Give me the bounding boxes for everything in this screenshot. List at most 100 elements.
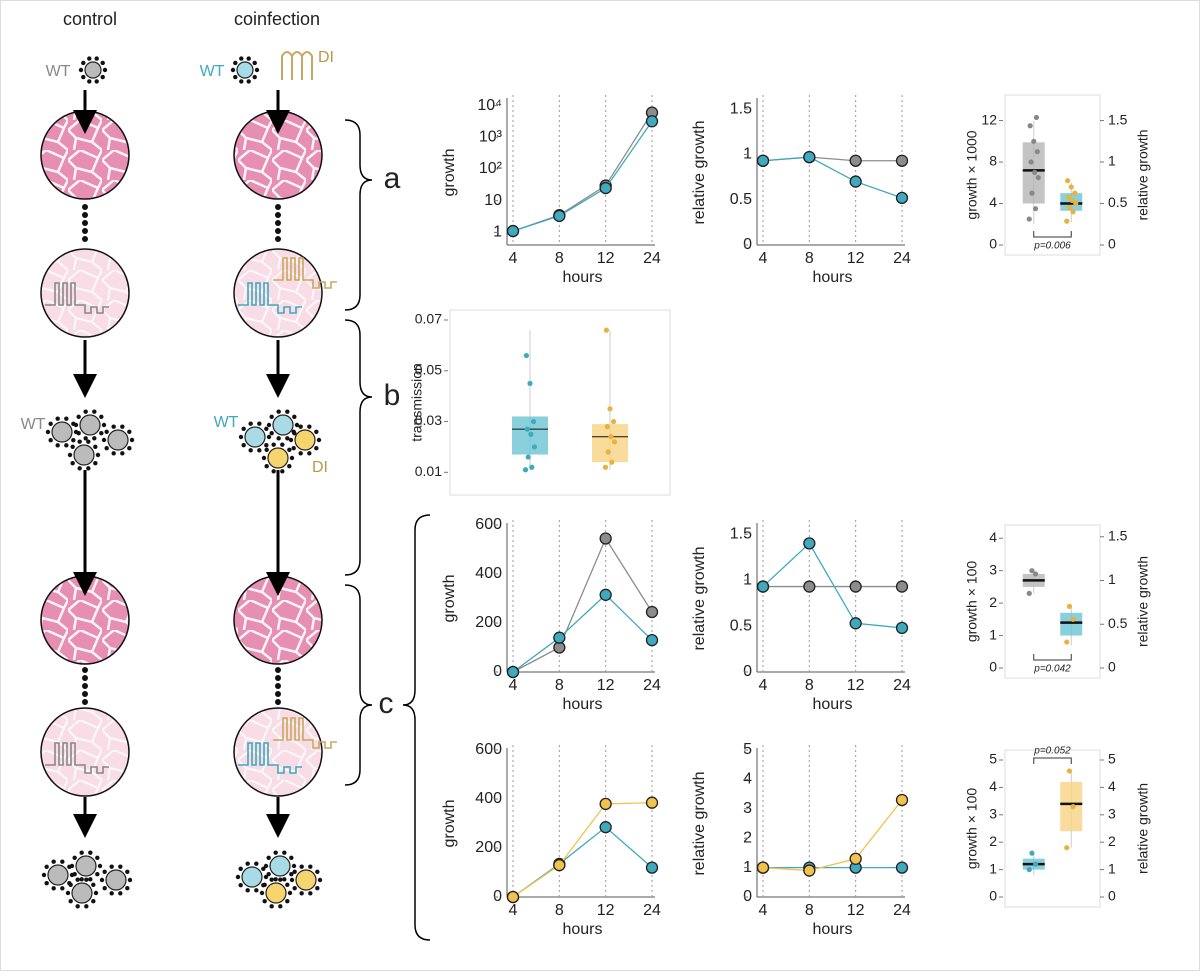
spike xyxy=(294,422,300,428)
data-point xyxy=(756,861,770,874)
spike xyxy=(239,79,244,84)
x-tick-label: 8 xyxy=(805,902,814,919)
spike xyxy=(245,888,250,893)
y-tick-label: 5 xyxy=(989,751,997,767)
spike xyxy=(289,877,295,883)
virion xyxy=(265,882,287,904)
replicate-point xyxy=(1064,218,1070,224)
spike xyxy=(129,437,135,443)
data-point xyxy=(599,821,612,834)
p-value: p=0.042 xyxy=(1033,664,1071,675)
y-tick-label: 0.07 xyxy=(415,311,442,327)
spike xyxy=(45,429,51,435)
data-point xyxy=(895,580,909,593)
y-tick-label: 10⁴ xyxy=(477,97,502,114)
y-tick-label: 3 xyxy=(1108,806,1116,822)
x-tick-label: 4 xyxy=(759,250,768,267)
spike xyxy=(71,438,76,443)
dot xyxy=(275,667,281,673)
data-point xyxy=(599,532,612,545)
virion xyxy=(294,429,316,451)
spike xyxy=(271,469,276,474)
dot xyxy=(275,699,281,705)
series-line xyxy=(512,120,653,232)
spike xyxy=(298,451,303,456)
virion xyxy=(269,855,291,877)
spike xyxy=(118,891,123,896)
x-tick-label: 8 xyxy=(805,250,814,267)
spike xyxy=(70,444,75,449)
spike xyxy=(127,429,132,434)
replicate-point xyxy=(1066,603,1073,609)
spike xyxy=(95,452,101,458)
y-axis-label: growth xyxy=(441,799,458,847)
spike xyxy=(68,899,73,904)
dot xyxy=(275,204,281,210)
y-tick-label: 0.5 xyxy=(1108,194,1128,210)
spike xyxy=(246,79,251,84)
data-point xyxy=(645,634,659,647)
spike xyxy=(83,409,88,414)
series-line xyxy=(512,802,653,898)
spike xyxy=(292,869,297,874)
spike xyxy=(81,74,86,80)
spike xyxy=(266,855,271,860)
spike xyxy=(70,461,75,466)
y-tick-label: 600 xyxy=(475,516,502,533)
spike xyxy=(99,431,104,436)
data-point xyxy=(895,191,909,205)
spike xyxy=(125,869,130,874)
replicate-point xyxy=(527,380,533,387)
replicate-point xyxy=(522,467,529,473)
y-axis-label: growth × 100 xyxy=(964,561,980,643)
data-point xyxy=(506,665,520,679)
y-tick-label: 10 xyxy=(484,192,502,209)
spike xyxy=(308,891,313,896)
y-tick-label: 2 xyxy=(989,833,997,849)
spike xyxy=(77,466,82,471)
wt-label: WT xyxy=(21,416,46,433)
dot xyxy=(275,691,281,697)
spike xyxy=(102,886,107,891)
dot xyxy=(82,683,88,689)
spike xyxy=(246,56,251,61)
data-point xyxy=(803,864,816,877)
dot xyxy=(82,220,88,226)
replicate-point xyxy=(602,464,609,470)
replicate-point xyxy=(1029,190,1035,196)
x-tick-label: 12 xyxy=(847,677,865,694)
spike xyxy=(75,904,80,909)
spike xyxy=(278,877,283,882)
replicate-point xyxy=(1031,138,1037,144)
spike xyxy=(298,424,303,429)
spike xyxy=(102,869,107,874)
y2-axis-label: relative growth xyxy=(1135,129,1151,220)
spike xyxy=(120,451,125,456)
replicate-point xyxy=(1032,169,1038,176)
rna xyxy=(273,717,337,749)
diagram-art xyxy=(40,51,337,909)
spike xyxy=(95,872,100,877)
spike xyxy=(91,882,96,887)
y-tick-label: 10³ xyxy=(479,129,503,146)
x-tick-label: 4 xyxy=(509,677,518,694)
spike xyxy=(248,421,253,426)
data-point xyxy=(895,621,909,635)
virion xyxy=(79,414,101,436)
spike xyxy=(41,872,47,878)
dot xyxy=(82,236,88,242)
spike xyxy=(264,426,269,431)
spike xyxy=(72,872,77,877)
spike xyxy=(64,416,69,421)
spike xyxy=(92,436,97,441)
replicate-point xyxy=(1034,149,1040,155)
y2-axis-label: relative growth xyxy=(1135,783,1151,874)
data-point xyxy=(895,793,909,807)
y-tick-label: 0.05 xyxy=(415,361,442,377)
spike xyxy=(87,56,92,61)
plot-frame xyxy=(1004,749,1101,908)
virion xyxy=(84,61,102,79)
replicate-point xyxy=(607,406,613,412)
replicate-point xyxy=(1065,194,1072,200)
column-title: coinfection xyxy=(234,9,320,29)
